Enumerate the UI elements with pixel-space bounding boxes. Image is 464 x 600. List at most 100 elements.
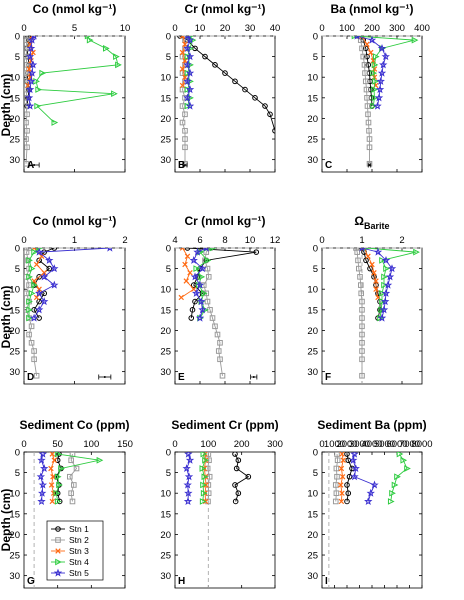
data-point-stn-2 [334,457,341,464]
data-point-stn-1 [54,457,61,464]
y-tick-label: 5 [166,52,171,63]
data-point-stn-1 [184,248,191,251]
x-tick-label: 100 [83,439,99,450]
y-tick-label: 0 [166,448,171,459]
y-tick-label: 0 [313,32,318,43]
data-point-stn-4 [389,489,396,497]
data-point-stn-4 [394,473,401,481]
data-point-stn-5 [383,280,393,289]
y-tick-label: 10 [307,73,318,84]
data-point-stn-3 [33,261,40,268]
data-point-stn-4 [26,257,33,264]
data-point-stn-3 [182,74,188,80]
data-point-stn-5 [184,36,191,40]
data-point-stn-2 [359,323,365,330]
data-point-stn-5 [34,305,44,314]
error-bar-center [368,164,371,166]
panel-title: Co (nmol kg⁻¹) [33,2,117,16]
data-point-stn-5 [25,101,35,110]
data-point-stn-3 [49,452,56,457]
data-point-stn-2 [358,282,364,288]
data-point-stn-4 [96,456,104,464]
data-point-stn-5 [184,472,194,481]
x-tick-label: 12 [270,235,281,246]
panel-letter: C [325,160,332,171]
y-tick-label: 15 [160,509,171,520]
series-line-stn-5 [28,36,35,107]
data-point-stn-4 [413,248,420,256]
data-point-stn-1 [232,452,238,457]
data-point-stn-2 [357,274,363,280]
y-tick-label: 10 [9,73,20,84]
data-point-stn-4 [31,248,38,256]
y-tick-label: 15 [307,509,318,520]
series-line-stn-5 [40,453,45,502]
data-point-stn-2 [69,498,76,505]
data-point-stn-4 [371,61,379,69]
y-tick-label: 25 [160,347,171,358]
series-line-stn-4 [35,36,119,123]
data-point-stn-4 [200,452,208,458]
series-line-stn-4 [201,453,206,502]
error-bar-center [184,164,186,166]
data-point-stn-4 [33,77,40,85]
y-tick-label: 30 [307,367,318,378]
data-point-stn-5 [37,488,47,497]
data-point-stn-1 [267,111,273,118]
x-tick-label: 20 [220,23,231,34]
data-point-stn-1 [344,498,350,505]
data-point-stn-5 [185,455,195,464]
data-point-stn-5 [376,76,385,85]
data-point-stn-2 [28,339,35,346]
x-tick-label: 8000 [411,439,432,450]
data-point-stn-5 [28,60,38,69]
y-tick-label: 30 [9,367,20,378]
data-point-stn-4 [26,273,33,281]
data-point-stn-3 [373,286,379,292]
data-point-stn-3 [179,49,186,56]
data-point-stn-5 [350,472,359,481]
series-group [178,248,260,379]
data-point-stn-3 [338,482,344,488]
y-tick-label: 30 [9,155,20,166]
x-tick-label: 1 [72,235,77,246]
data-point-stn-3 [338,465,345,472]
data-point-stn-5 [24,93,34,102]
data-point-stn-4 [28,289,36,297]
data-point-stn-5 [381,297,390,306]
data-point-stn-3 [339,474,346,480]
y-tick-label: 15 [9,509,20,520]
data-point-stn-4 [39,69,47,77]
y-tick-label: 15 [9,305,20,316]
series-group [182,452,252,506]
data-point-stn-5 [45,255,54,264]
data-point-stn-2 [358,290,364,297]
data-point-stn-5 [197,297,206,306]
x-tick-label: 2 [399,235,404,246]
y-tick-label: 0 [15,448,20,459]
data-point-stn-3 [365,253,371,259]
data-point-stn-5 [40,464,49,473]
data-point-stn-2 [356,265,362,272]
series-line-stn-2 [335,454,339,502]
data-point-stn-2 [24,136,29,142]
data-point-stn-1 [242,86,248,93]
data-point-stn-2 [366,127,372,134]
data-point-stn-5 [377,43,387,52]
data-point-stn-4 [200,289,208,297]
series-line-stn-5 [186,453,191,502]
data-point-stn-5 [198,305,207,314]
data-point-stn-1 [232,78,238,85]
data-point-stn-3 [179,248,186,251]
panel-title: Sediment Cr (ppm) [171,418,278,432]
data-point-stn-4 [381,273,388,281]
data-point-stn-1 [233,465,240,472]
data-point-stn-4 [28,265,36,272]
data-point-stn-5 [189,255,198,264]
data-point-stn-3 [179,36,186,39]
series-group [24,248,113,379]
data-point-stn-5 [185,85,195,94]
series-line-stn-5 [352,453,376,502]
data-point-stn-4 [26,306,33,314]
